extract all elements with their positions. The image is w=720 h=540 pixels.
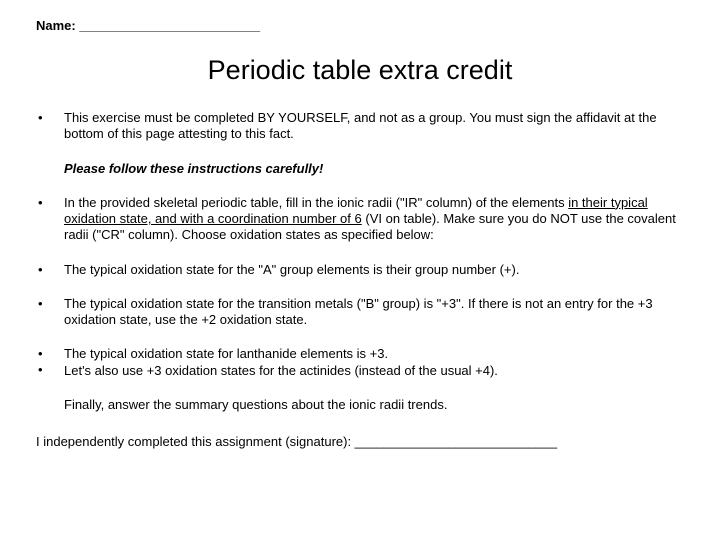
instructions-emphasis: Please follow these instructions careful…: [36, 161, 684, 177]
b5a-text: The typical oxidation state for lanthani…: [64, 346, 388, 361]
bullet-fill-ionic-radii: In the provided skeletal periodic table,…: [36, 195, 684, 244]
b2-pre: In the provided skeletal periodic table,…: [64, 195, 568, 210]
bullet-b-group: The typical oxidation state for the tran…: [36, 296, 684, 329]
bullet-self-complete: This exercise must be completed BY YOURS…: [36, 110, 684, 143]
final-instruction: Finally, answer the summary questions ab…: [36, 397, 684, 412]
page-title: Periodic table extra credit: [36, 55, 684, 86]
worksheet-page: Name: _________________________ Periodic…: [0, 0, 720, 467]
second-bullet-dot: •: [38, 362, 43, 378]
b5b-text: Let's also use +3 oxidation states for t…: [64, 363, 498, 378]
signature-line[interactable]: I independently completed this assignmen…: [36, 434, 684, 449]
bullet-a-group: The typical oxidation state for the "A" …: [36, 262, 684, 278]
bullet-lanthanide-actinide: • The typical oxidation state for lantha…: [36, 346, 684, 379]
instructions-emphasis-text: Please follow these instructions careful…: [64, 161, 323, 176]
instruction-list: This exercise must be completed BY YOURS…: [36, 110, 684, 379]
name-field-line[interactable]: Name: _________________________: [36, 18, 684, 33]
